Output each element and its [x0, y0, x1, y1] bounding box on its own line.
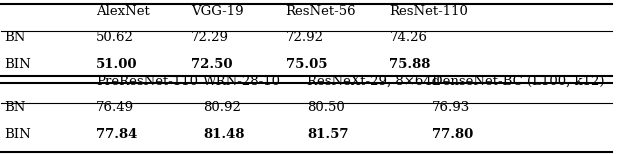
Text: ResNet-56: ResNet-56	[285, 5, 356, 18]
Text: 75.88: 75.88	[389, 58, 431, 71]
Text: ResNet-110: ResNet-110	[389, 5, 468, 18]
Text: 72.92: 72.92	[285, 31, 324, 44]
Text: 72.50: 72.50	[191, 58, 232, 71]
Text: BIN: BIN	[4, 128, 31, 141]
Text: 77.80: 77.80	[432, 128, 474, 141]
Text: 74.26: 74.26	[389, 31, 428, 44]
Text: 76.93: 76.93	[432, 101, 470, 114]
Text: AlexNet: AlexNet	[96, 5, 150, 18]
Text: VGG-19: VGG-19	[191, 5, 243, 18]
Text: 80.50: 80.50	[307, 101, 345, 114]
Text: ResNeXt-29, 8×64d: ResNeXt-29, 8×64d	[307, 75, 440, 88]
Text: BN: BN	[4, 31, 26, 44]
Text: 76.49: 76.49	[96, 101, 134, 114]
Text: 80.92: 80.92	[203, 101, 241, 114]
Text: 72.29: 72.29	[191, 31, 229, 44]
Text: DenseNet-BC (L100, k12): DenseNet-BC (L100, k12)	[432, 75, 605, 88]
Text: 50.62: 50.62	[96, 31, 134, 44]
Text: 81.57: 81.57	[307, 128, 348, 141]
Text: 77.84: 77.84	[96, 128, 138, 141]
Text: WRN-28-10: WRN-28-10	[203, 75, 281, 88]
Text: BIN: BIN	[4, 58, 31, 71]
Text: BN: BN	[4, 101, 26, 114]
Text: 51.00: 51.00	[96, 58, 138, 71]
Text: 81.48: 81.48	[203, 128, 244, 141]
Text: PreResNet-110: PreResNet-110	[96, 75, 198, 88]
Text: 75.05: 75.05	[285, 58, 327, 71]
